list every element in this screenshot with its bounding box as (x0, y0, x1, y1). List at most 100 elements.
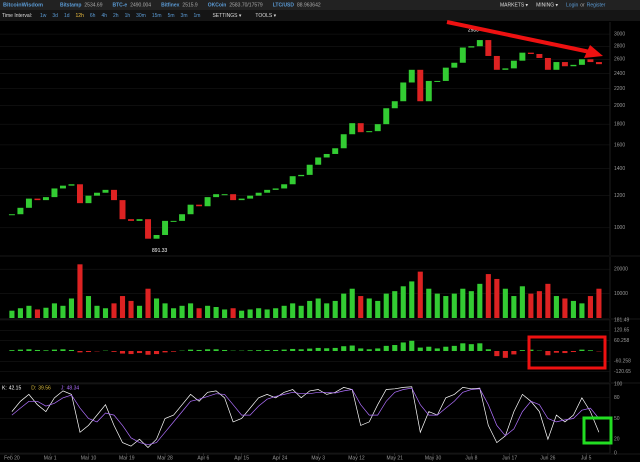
macd-bar (256, 350, 262, 351)
interval[interactable]: 30m (136, 13, 146, 19)
interval[interactable]: 3m (181, 13, 188, 19)
macd-bar (205, 349, 211, 351)
arrow (446, 20, 591, 54)
volume-bar (417, 271, 423, 318)
volume-bar (85, 296, 92, 318)
macd-bar (485, 349, 491, 351)
macd-bar (43, 350, 49, 351)
ticker-name[interactable]: Bitfinex (161, 2, 180, 8)
volume-bar (485, 274, 491, 318)
x-tick-label: May 3 (311, 455, 325, 461)
ticker-name[interactable]: OKCoin (208, 2, 227, 8)
candle (468, 46, 475, 48)
macd-bar (511, 351, 517, 355)
candle (145, 219, 152, 239)
macd-bar (51, 349, 58, 351)
candle (536, 53, 543, 58)
y-tick-label: 120.65 (614, 328, 630, 334)
volume-bar (247, 309, 253, 318)
macd-bar (519, 350, 525, 351)
volume-bar (528, 293, 534, 318)
volume-bar (332, 300, 338, 318)
volume-bar (477, 283, 483, 318)
site-logo[interactable]: BitcoinWisdom (3, 2, 43, 8)
interval[interactable]: 1h (125, 13, 131, 19)
volume-bar (392, 291, 398, 318)
candle (408, 69, 415, 83)
menu[interactable]: MARKETS ▾ (500, 2, 529, 8)
macd-bar (341, 346, 347, 351)
interval[interactable]: 1w (40, 13, 47, 19)
interval[interactable]: 12h (76, 13, 85, 19)
candle (544, 57, 551, 70)
candle (230, 194, 237, 201)
volume-bar (128, 300, 134, 318)
macd-bar (273, 349, 279, 351)
ticker-name[interactable]: LTC/USD (273, 2, 295, 8)
or: or (580, 2, 585, 8)
settings[interactable]: SETTINGS ▾ (212, 13, 241, 19)
candle (247, 195, 254, 199)
menu[interactable]: MINING ▾ (536, 2, 558, 8)
y-tick-label: 60.258 (614, 338, 630, 344)
interval[interactable]: 1d (64, 13, 70, 19)
candle (502, 68, 509, 70)
candle (315, 157, 322, 165)
ticker-name[interactable]: Bitstamp (60, 2, 81, 8)
highlight-box (527, 335, 607, 370)
candle (119, 200, 126, 220)
x-tick-label: Feb 20 (4, 455, 20, 461)
interval[interactable]: 15m (152, 13, 162, 19)
volume-bar (171, 308, 177, 318)
interval[interactable]: 4h (101, 13, 107, 19)
macd-bar (60, 349, 66, 351)
candle (561, 62, 568, 67)
volume-bar (43, 307, 49, 318)
candle (170, 220, 177, 222)
volume-bar (553, 296, 559, 318)
candle (111, 189, 117, 201)
volume-bar (579, 303, 585, 318)
tools[interactable]: TOOLS ▾ (255, 13, 276, 19)
candle (8, 214, 15, 216)
volume-bar (536, 291, 542, 318)
x-tick-label: Jun 26 (540, 455, 555, 461)
candle (196, 204, 203, 207)
macd-bar (426, 346, 432, 351)
interval[interactable]: 3d (52, 13, 58, 19)
candle (136, 219, 143, 221)
volume-bar (426, 288, 432, 318)
legend-name: J: (61, 385, 65, 391)
volume-bar (51, 303, 58, 318)
candle (76, 184, 83, 204)
ticker-name[interactable]: BTC-e (112, 2, 127, 8)
macd-bar (553, 351, 559, 353)
candle (298, 174, 305, 177)
x-tick-label: Jul 5 (581, 455, 592, 461)
macd-bar (34, 349, 40, 351)
ticker-price: 2534.69 (84, 2, 102, 8)
y-tick-label: 0 (614, 450, 617, 456)
candle (306, 164, 313, 175)
y-tick-label: 100 (614, 381, 623, 387)
interval[interactable]: 5m (168, 13, 175, 19)
interval[interactable]: 1m (194, 13, 201, 19)
macd-bar (451, 345, 457, 351)
macd-bar (477, 343, 483, 351)
volume-bar (153, 298, 160, 318)
interval[interactable]: 2h (113, 13, 119, 19)
login[interactable]: Login (566, 2, 578, 8)
volume-bar (17, 308, 23, 318)
volume-bar (545, 283, 551, 318)
volume-bar (119, 296, 126, 318)
interval[interactable]: 6h (90, 13, 96, 19)
x-tick-label: May 12 (348, 455, 365, 461)
candle (25, 198, 32, 208)
macd-bar (85, 351, 92, 353)
macd-bar (358, 348, 364, 351)
candle (595, 62, 602, 65)
candle (553, 62, 560, 70)
volume-bar (460, 288, 466, 318)
register[interactable]: Register (587, 2, 606, 8)
